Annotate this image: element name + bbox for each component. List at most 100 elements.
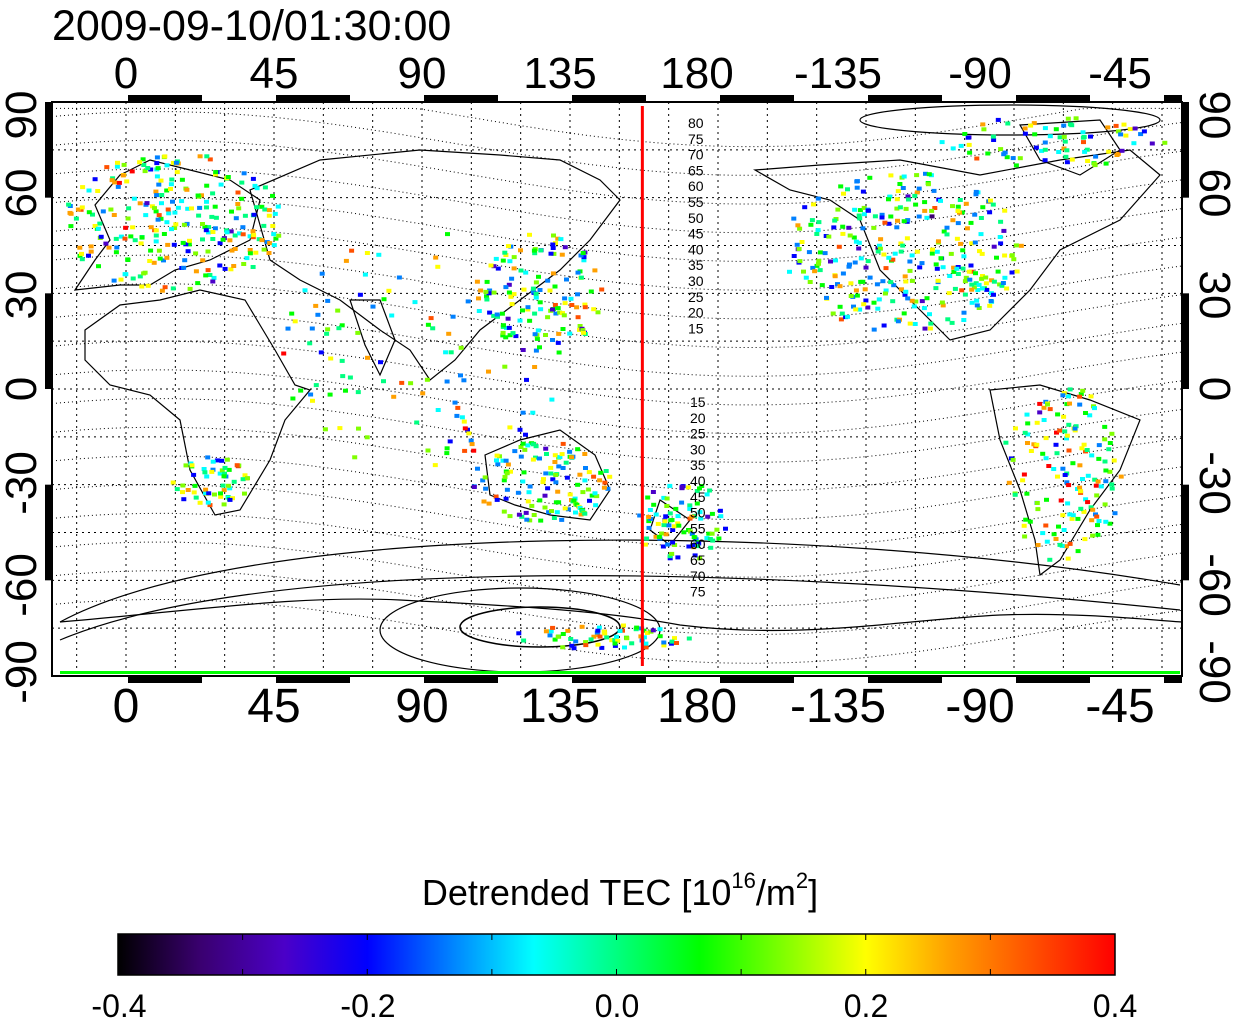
tec-cell: [221, 502, 227, 507]
tec-cell: [553, 480, 559, 485]
tec-cell: [670, 528, 676, 532]
tec-cell: [936, 239, 941, 244]
tec-cell: [308, 392, 314, 397]
tec-cell: [661, 495, 667, 500]
tec-cell: [1095, 479, 1101, 484]
tec-cell: [187, 286, 193, 291]
tec-cell: [237, 231, 242, 236]
tec-cell: [179, 199, 185, 204]
tec-cell: [1079, 446, 1085, 451]
tec-cell: [692, 513, 698, 518]
coastline-path: [84, 289, 312, 516]
tec-cell: [538, 518, 544, 523]
tec-cell: [1067, 541, 1073, 546]
tec-cell: [967, 150, 973, 155]
bottom-frame-bar: [128, 676, 202, 683]
tec-cell: [545, 315, 551, 320]
tec-cell: [211, 275, 217, 280]
tec-cell: [972, 212, 978, 217]
tec-cell: [807, 280, 813, 284]
tec-cell: [195, 193, 201, 198]
tec-cell: [686, 636, 692, 641]
tec-cell: [816, 261, 821, 266]
tec-cell: [66, 202, 72, 207]
tec-cell: [1084, 448, 1090, 452]
tec-cell: [137, 201, 143, 206]
tec-cell: [520, 441, 526, 446]
tec-cell: [337, 426, 343, 431]
tec-cell: [527, 318, 533, 323]
tec-cell: [227, 497, 233, 502]
tec-cell: [1061, 391, 1067, 396]
tec-cell: [511, 255, 517, 260]
tec-cell: [424, 377, 430, 382]
tec-cell: [111, 213, 117, 217]
tec-cell: [182, 258, 188, 263]
tec-cell: [270, 193, 275, 198]
tec-cell: [1092, 163, 1098, 168]
tec-cell: [963, 201, 969, 206]
tec-cell: [552, 284, 558, 289]
tec-cell: [899, 287, 904, 292]
tec-cell: [854, 179, 860, 184]
tec-cell: [164, 255, 170, 260]
tec-cell: [130, 276, 136, 281]
tec-cell: [854, 185, 860, 190]
lat-tick-left: 0: [0, 377, 46, 401]
tec-cell: [1065, 116, 1071, 121]
lat-tick-left: -90: [0, 640, 46, 704]
tec-cell: [185, 249, 191, 254]
tec-cell: [922, 200, 928, 205]
tec-cell: [1107, 441, 1113, 445]
tec-cell: [1056, 150, 1062, 154]
contour-label-south: 40: [690, 473, 706, 489]
right-frame-bar: [1182, 293, 1189, 389]
contour-label-north: 20: [688, 305, 704, 321]
tec-cell: [90, 212, 95, 217]
tec-cell: [506, 282, 512, 287]
tec-cell: [548, 629, 554, 634]
tec-cell: [948, 251, 954, 256]
tec-cell: [699, 484, 705, 488]
tec-cell: [591, 474, 597, 479]
lat-tick-right: 60: [1190, 169, 1239, 218]
tec-cell: [364, 435, 370, 440]
tec-cell: [239, 196, 245, 201]
tec-cell: [973, 271, 978, 276]
tec-cell: [151, 260, 157, 265]
tec-cell: [988, 198, 993, 203]
coastline-path: [753, 149, 1161, 341]
tec-cell: [205, 455, 211, 460]
tec-cell: [550, 625, 556, 630]
tec-cell: [493, 494, 499, 499]
tec-cell: [612, 638, 618, 642]
tec-cell: [505, 462, 511, 467]
tec-cell: [235, 202, 241, 206]
tec-cell: [991, 292, 996, 297]
tec-cell: [275, 204, 281, 209]
tec-cell: [541, 477, 546, 482]
tec-cell: [1096, 519, 1102, 523]
tec-cell: [156, 213, 162, 218]
tec-cell: [904, 236, 910, 241]
tec-cell: [1102, 424, 1108, 429]
tec-cell: [559, 452, 565, 457]
tec-cell: [581, 258, 587, 263]
tec-cell: [612, 643, 618, 648]
tec-cell: [432, 463, 438, 468]
tec-cell: [512, 449, 518, 454]
tec-cell: [132, 238, 138, 243]
tec-cell: [450, 314, 456, 319]
tec-cell: [977, 249, 982, 254]
tec-cell: [1081, 509, 1087, 514]
tec-cell: [1032, 132, 1038, 137]
tec-cell: [695, 544, 701, 549]
tec-cell: [697, 556, 703, 561]
tec-cell: [976, 306, 982, 310]
tec-cell: [938, 256, 944, 261]
tec-cell: [266, 208, 272, 213]
tec-cell: [955, 204, 961, 209]
tec-cell: [1087, 413, 1093, 418]
tec-cell: [478, 288, 484, 293]
